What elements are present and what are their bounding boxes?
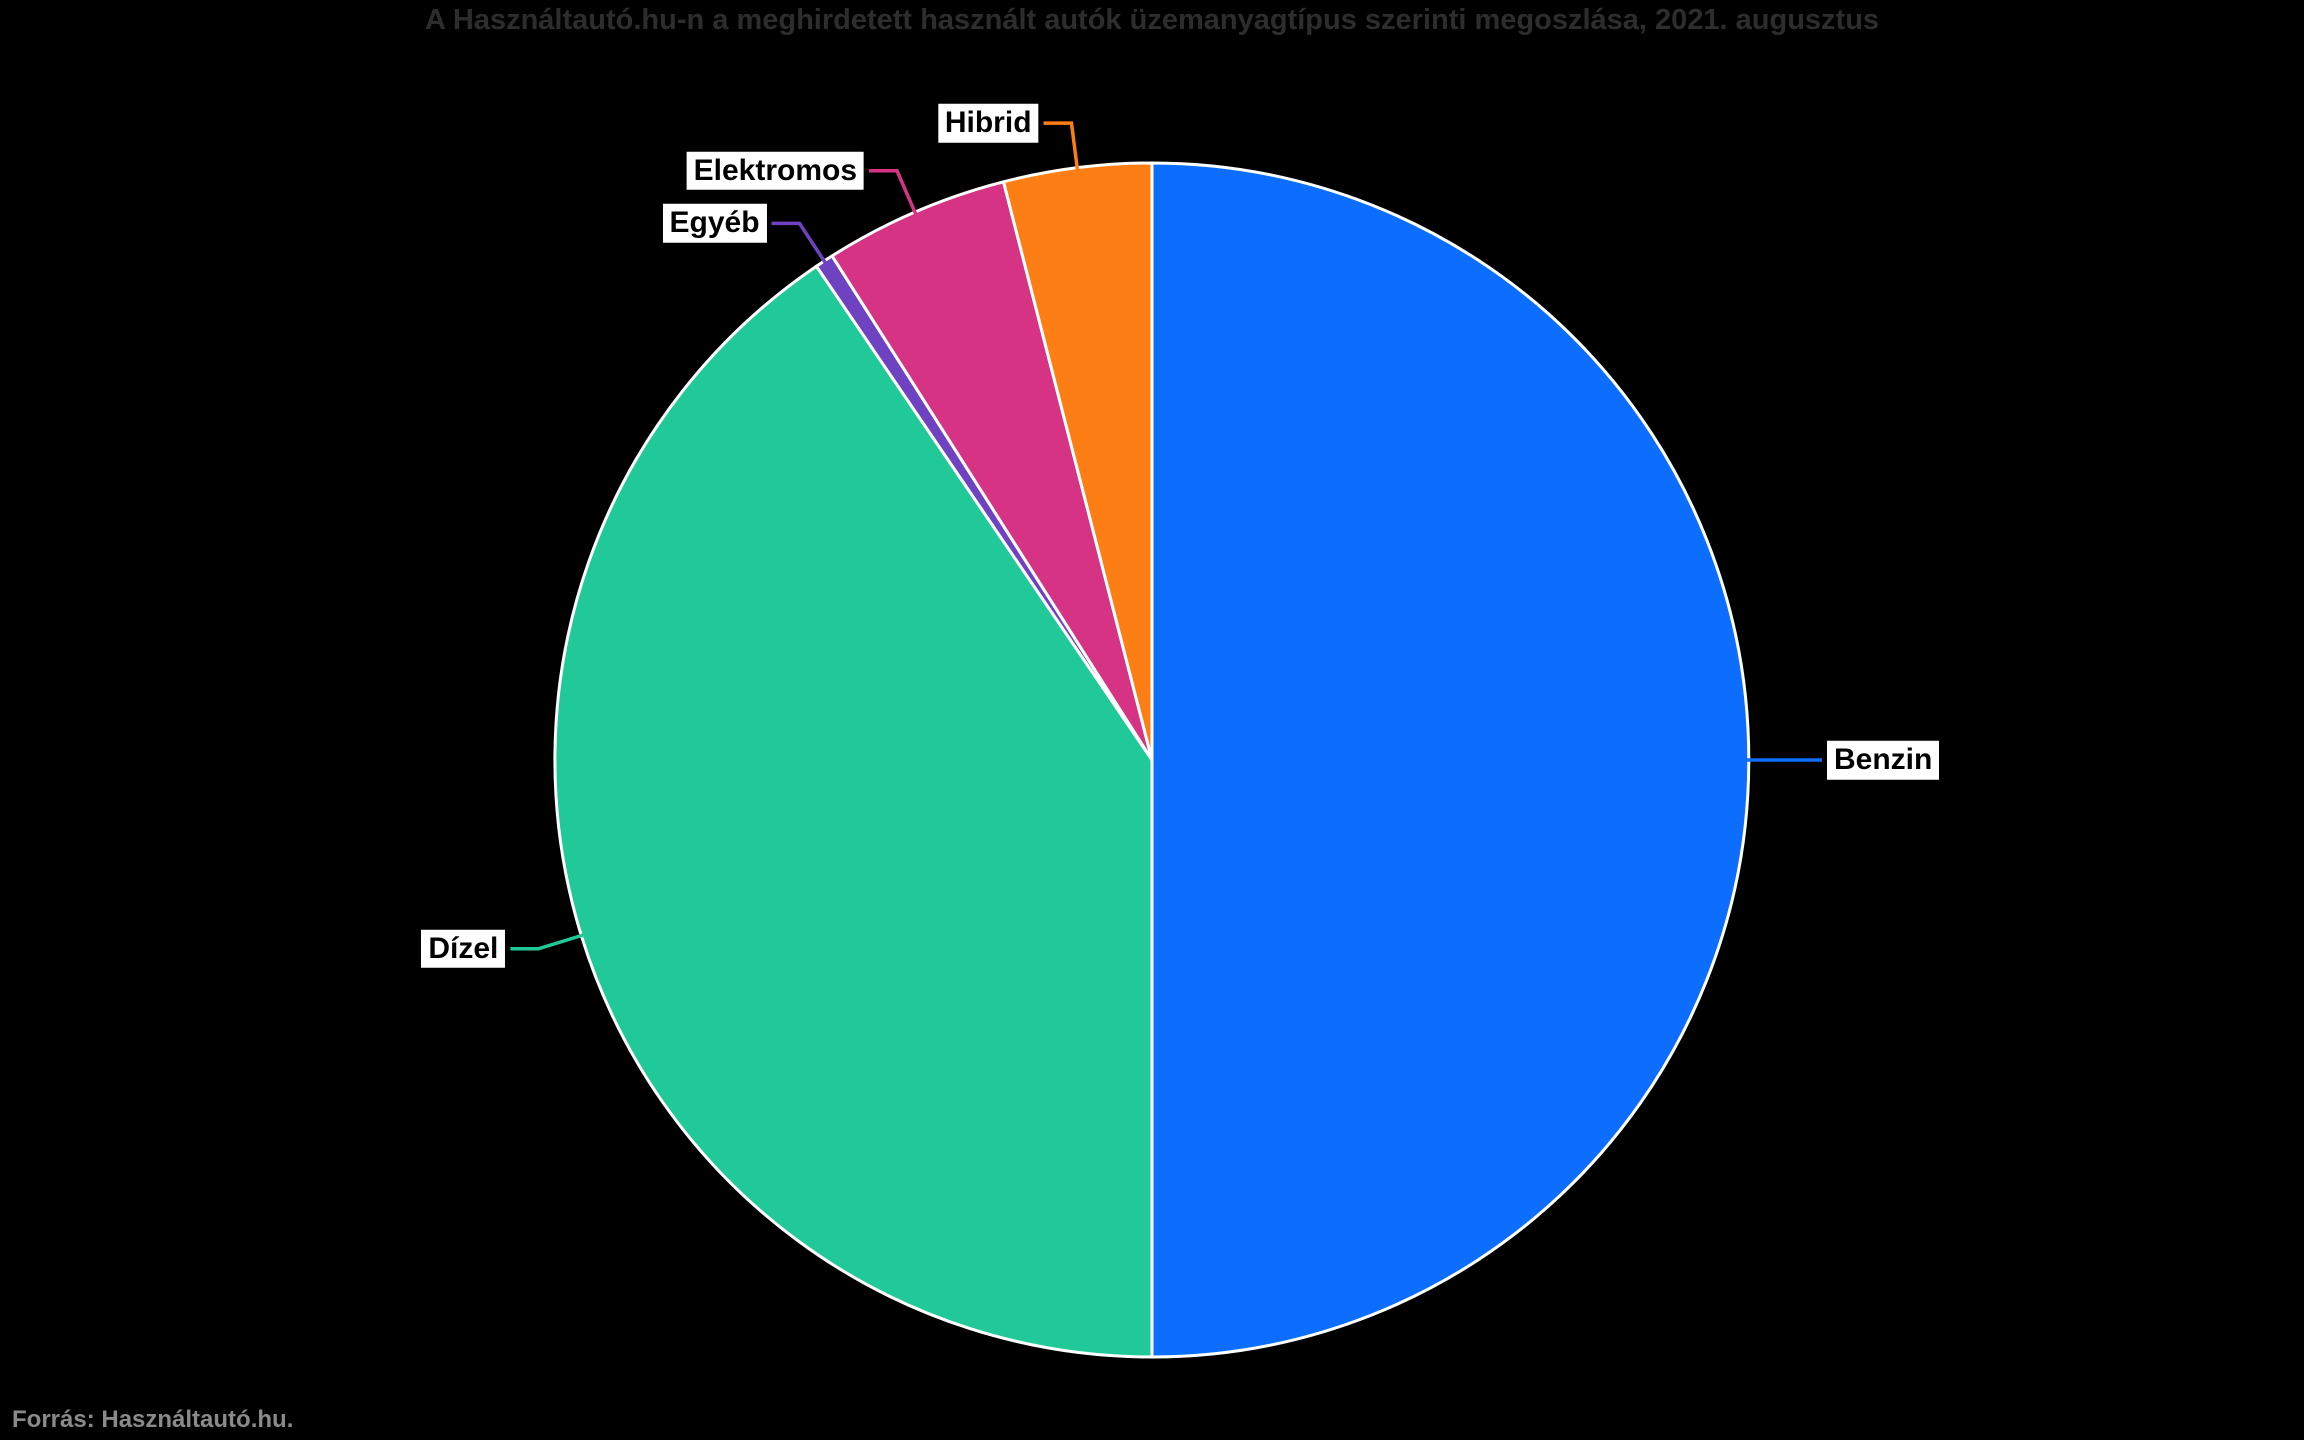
leader-line-egyeb	[771, 221, 827, 264]
leader-line-elektromos	[869, 169, 918, 215]
chart-title: A Használtautó.hu-n a meghirdetett haszn…	[424, 4, 1880, 36]
source-note: Forrás: Használtautó.hu.	[12, 1406, 294, 1433]
leader-line-dizel	[510, 933, 584, 951]
slice-label-benzin: Benzin	[1827, 740, 1940, 780]
slice-label-dizel: Dízel	[421, 929, 506, 969]
leader-line-hibrid	[1043, 121, 1080, 170]
slice-label-egyeb: Egyéb	[662, 204, 767, 243]
slice-label-elektromos: Elektromos	[686, 151, 865, 191]
slice-label-hibrid: Hibrid	[937, 103, 1039, 143]
pie-slice-benzin	[1150, 161, 1751, 1359]
